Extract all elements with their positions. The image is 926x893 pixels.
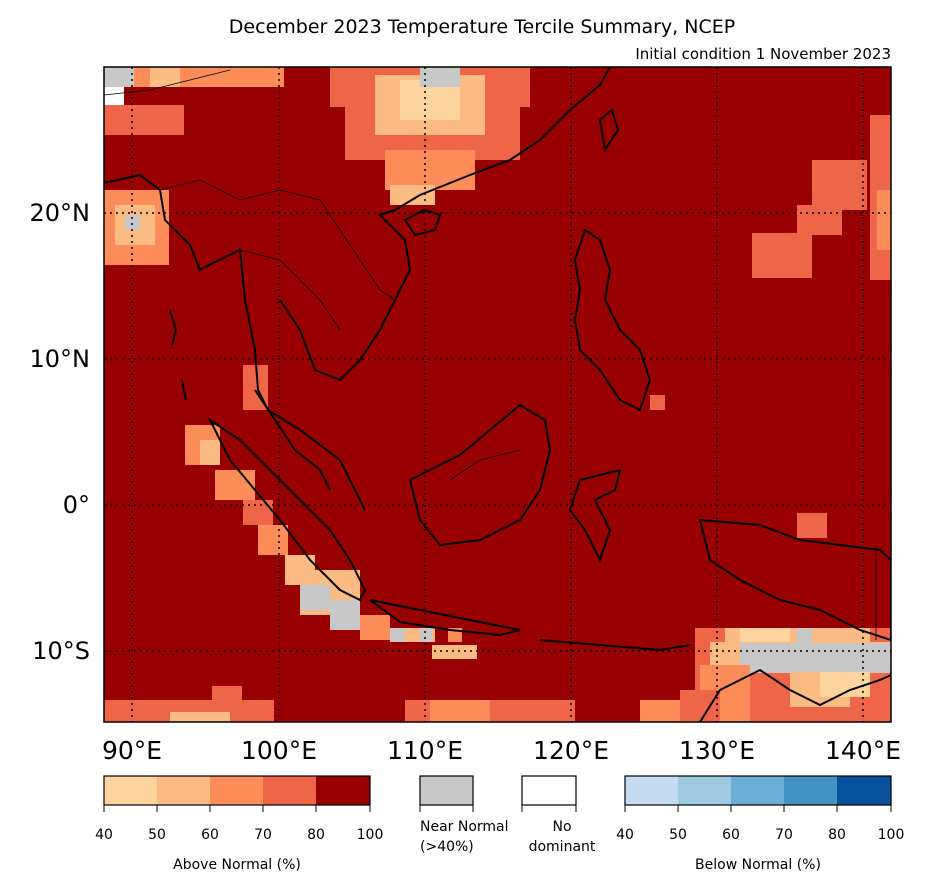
lon-label-100e: 100°E — [241, 736, 317, 765]
lon-label-140e: 140°E — [825, 736, 901, 765]
above-tick-100: 100 — [357, 827, 384, 843]
lon-label-110e: 110°E — [387, 736, 463, 765]
lon-label-120e: 120°E — [533, 736, 609, 765]
lon-label-90e: 90°E — [102, 736, 162, 765]
above-tick-60: 60 — [201, 827, 219, 843]
map-title: December 2023 Temperature Tercile Summar… — [228, 16, 736, 38]
map-subtitle: Initial condition 1 November 2023 — [635, 45, 891, 63]
below-tick-40: 40 — [616, 827, 634, 843]
above-tick-50: 50 — [148, 827, 166, 843]
no-dominant-caption-line1: No — [552, 819, 571, 835]
no-dominant-caption-line2: dominant — [529, 839, 596, 855]
above-swatch-50-60 — [157, 776, 210, 805]
gridlines — [104, 67, 891, 722]
below-tick-100: 100 — [878, 827, 905, 843]
lat-label-10s: 10°S — [32, 637, 90, 665]
lat-label-0: 0° — [63, 491, 90, 519]
map-background — [104, 67, 891, 722]
above-swatch-80-100 — [316, 776, 370, 805]
near-normal-caption-line1: Near Normal — [420, 819, 509, 835]
near-normal-legend: Near Normal (>40%) — [419, 775, 509, 855]
below-normal-colorbar: 40 50 60 70 80 100 Below Normal (%) — [616, 775, 905, 873]
above-tick-40: 40 — [95, 827, 113, 843]
above-caption: Above Normal (%) — [173, 857, 301, 873]
near-normal-swatch — [419, 775, 474, 806]
below-tick-50: 50 — [669, 827, 687, 843]
above-tick-80: 80 — [307, 827, 325, 843]
map-panel — [104, 67, 891, 722]
near-normal-caption-line2: (>40%) — [420, 839, 474, 855]
below-tick-60: 60 — [722, 827, 740, 843]
lon-label-130e: 130°E — [679, 736, 755, 765]
lat-label-10n: 10°N — [30, 345, 91, 373]
below-caption: Below Normal (%) — [695, 857, 821, 873]
below-swatch-60-70 — [731, 776, 784, 805]
lat-label-20n: 20°N — [30, 199, 91, 227]
below-swatch-40-50 — [625, 776, 678, 805]
below-swatch-50-60 — [678, 776, 731, 805]
above-tick-70: 70 — [254, 827, 272, 843]
below-swatch-70-80 — [784, 776, 837, 805]
below-swatch-80-100 — [837, 776, 891, 805]
no-dominant-legend: No dominant — [521, 775, 596, 855]
country-borders — [104, 69, 877, 640]
map-frame — [103, 66, 892, 723]
anomaly-patches — [104, 67, 891, 722]
no-dominant-swatch — [521, 775, 577, 806]
below-tick-70: 70 — [775, 827, 793, 843]
coastlines — [104, 67, 891, 722]
above-swatch-70-80 — [263, 776, 316, 805]
below-tick-80: 80 — [828, 827, 846, 843]
above-normal-colorbar: 40 50 60 70 80 100 Above Normal (%) — [95, 775, 384, 873]
above-swatch-40-50 — [104, 776, 157, 805]
above-swatch-60-70 — [210, 776, 263, 805]
